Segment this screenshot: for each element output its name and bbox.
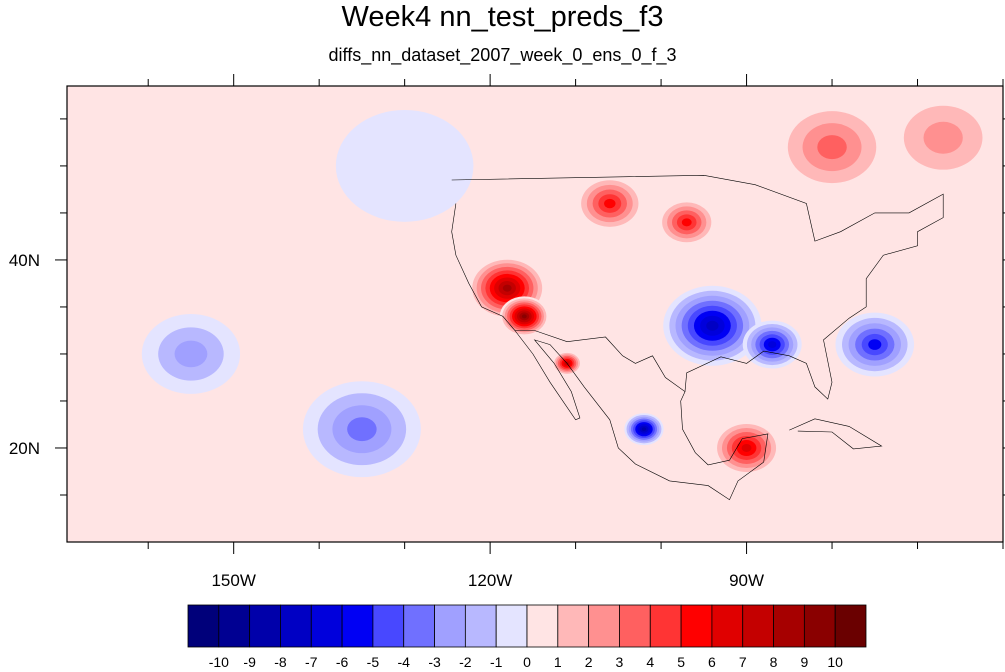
- contour-level: [868, 339, 882, 350]
- colorbar-label: -9: [243, 654, 256, 670]
- colorbar-swatch: [372, 604, 405, 648]
- colorbar-swatch: [495, 604, 528, 648]
- y-tick-label: 20N: [9, 439, 40, 458]
- colorbar-label: 6: [708, 654, 716, 670]
- x-tick-label: 90W: [729, 571, 764, 590]
- contour-level: [741, 443, 752, 452]
- colorbar-label: 4: [646, 654, 654, 670]
- anomaly-region: [835, 312, 915, 377]
- axis-tick-labels: 150W 120W 90W 40N 20N: [9, 251, 764, 590]
- contour-level: [335, 109, 474, 222]
- chart-subtitle: diffs_nn_dataset_2007_week_0_ens_0_f_3: [328, 45, 677, 65]
- anomaly-region: [773, 99, 892, 196]
- contour-level: [817, 135, 847, 160]
- state-borders: [451, 174, 944, 501]
- colorbar-label: 2: [585, 654, 593, 670]
- contour-level: [604, 198, 616, 209]
- colorbar-swatch: [803, 604, 836, 648]
- colorbar-label: 7: [739, 654, 747, 670]
- anomaly-region: [575, 175, 645, 232]
- colorbar-swatch: [249, 604, 281, 648]
- colorbar-swatch: [434, 604, 466, 648]
- colorbar-label: -5: [367, 654, 380, 670]
- contour-level: [767, 341, 777, 348]
- colorbar-swatch: [341, 604, 374, 648]
- mexico-outline: [514, 330, 769, 501]
- x-tick-label: 150W: [211, 571, 255, 590]
- colorbar-label: -6: [336, 654, 349, 670]
- anomaly-region: [663, 285, 762, 366]
- colorbar-label: 8: [770, 654, 778, 670]
- contour-level: [521, 314, 527, 319]
- contour-level: [174, 340, 208, 368]
- anomaly-region: [742, 320, 802, 369]
- cuba-outline: [789, 418, 883, 450]
- colorbar-label: 9: [800, 654, 808, 670]
- plot-area: [67, 86, 1003, 542]
- colorbar-swatch: [218, 604, 251, 648]
- colorbar-label: 1: [554, 654, 562, 670]
- anomaly-region: [141, 314, 241, 394]
- contour-level: [706, 320, 719, 331]
- colorbar-label: -4: [398, 654, 411, 670]
- colorbar-label: 5: [677, 654, 685, 670]
- anomaly-region: [657, 198, 717, 247]
- anomaly-field: [141, 89, 1003, 478]
- colorbar: -10 -9 -8 -7 -6 -5 -4 -3 -2 -1 0 1 2 3 4 5 6 7 8 9 10: [187, 604, 867, 670]
- contour-level: [681, 218, 692, 227]
- colorbar-swatch: [588, 604, 620, 648]
- colorbar-swatch: [680, 604, 713, 648]
- colorbar-label: -3: [428, 654, 441, 670]
- colorbar-label: -10: [209, 654, 229, 670]
- anomaly-region: [624, 413, 664, 446]
- contour-level: [502, 284, 512, 292]
- colorbar-label: 3: [616, 654, 624, 670]
- us-outline: [451, 174, 944, 400]
- colorbar-swatch: [403, 604, 435, 648]
- y-tick-label: 40N: [9, 251, 40, 270]
- colorbar-swatch: [187, 604, 220, 648]
- anomaly-region: [302, 381, 421, 478]
- colorbar-label: -2: [459, 654, 472, 670]
- colorbar-swatch: [280, 604, 312, 648]
- contour-level: [641, 427, 647, 431]
- colorbar-label: 0: [523, 654, 531, 670]
- x-tick-label: 120W: [468, 571, 512, 590]
- chart-title: Week4 nn_test_preds_f3: [341, 1, 664, 33]
- contour-level: [923, 121, 963, 154]
- colorbar-label: 10: [827, 654, 843, 670]
- anomaly-region: [884, 89, 1003, 186]
- anomaly-region: [712, 420, 781, 476]
- contour-level: [347, 417, 377, 442]
- anomaly-region: [335, 109, 474, 222]
- colorbar-swatch: [526, 604, 559, 648]
- colorbar-swatch: [464, 604, 497, 648]
- colorbar-label: -1: [490, 654, 503, 670]
- colorbar-swatch: [557, 604, 590, 648]
- colorbar-swatch: [773, 604, 805, 648]
- colorbar-swatch: [619, 604, 651, 648]
- axis-ticks: [55, 74, 1005, 554]
- colorbar-swatch: [649, 604, 682, 648]
- colorbar-swatch: [834, 604, 867, 648]
- plot-frame: [66, 85, 1004, 543]
- colorbar-swatch: [742, 604, 774, 648]
- colorbar-label: -8: [274, 654, 287, 670]
- anomaly-region: [499, 296, 549, 337]
- colorbar-swatch: [711, 604, 744, 648]
- colorbar-label: -7: [305, 654, 318, 670]
- colorbar-swatch: [310, 604, 343, 648]
